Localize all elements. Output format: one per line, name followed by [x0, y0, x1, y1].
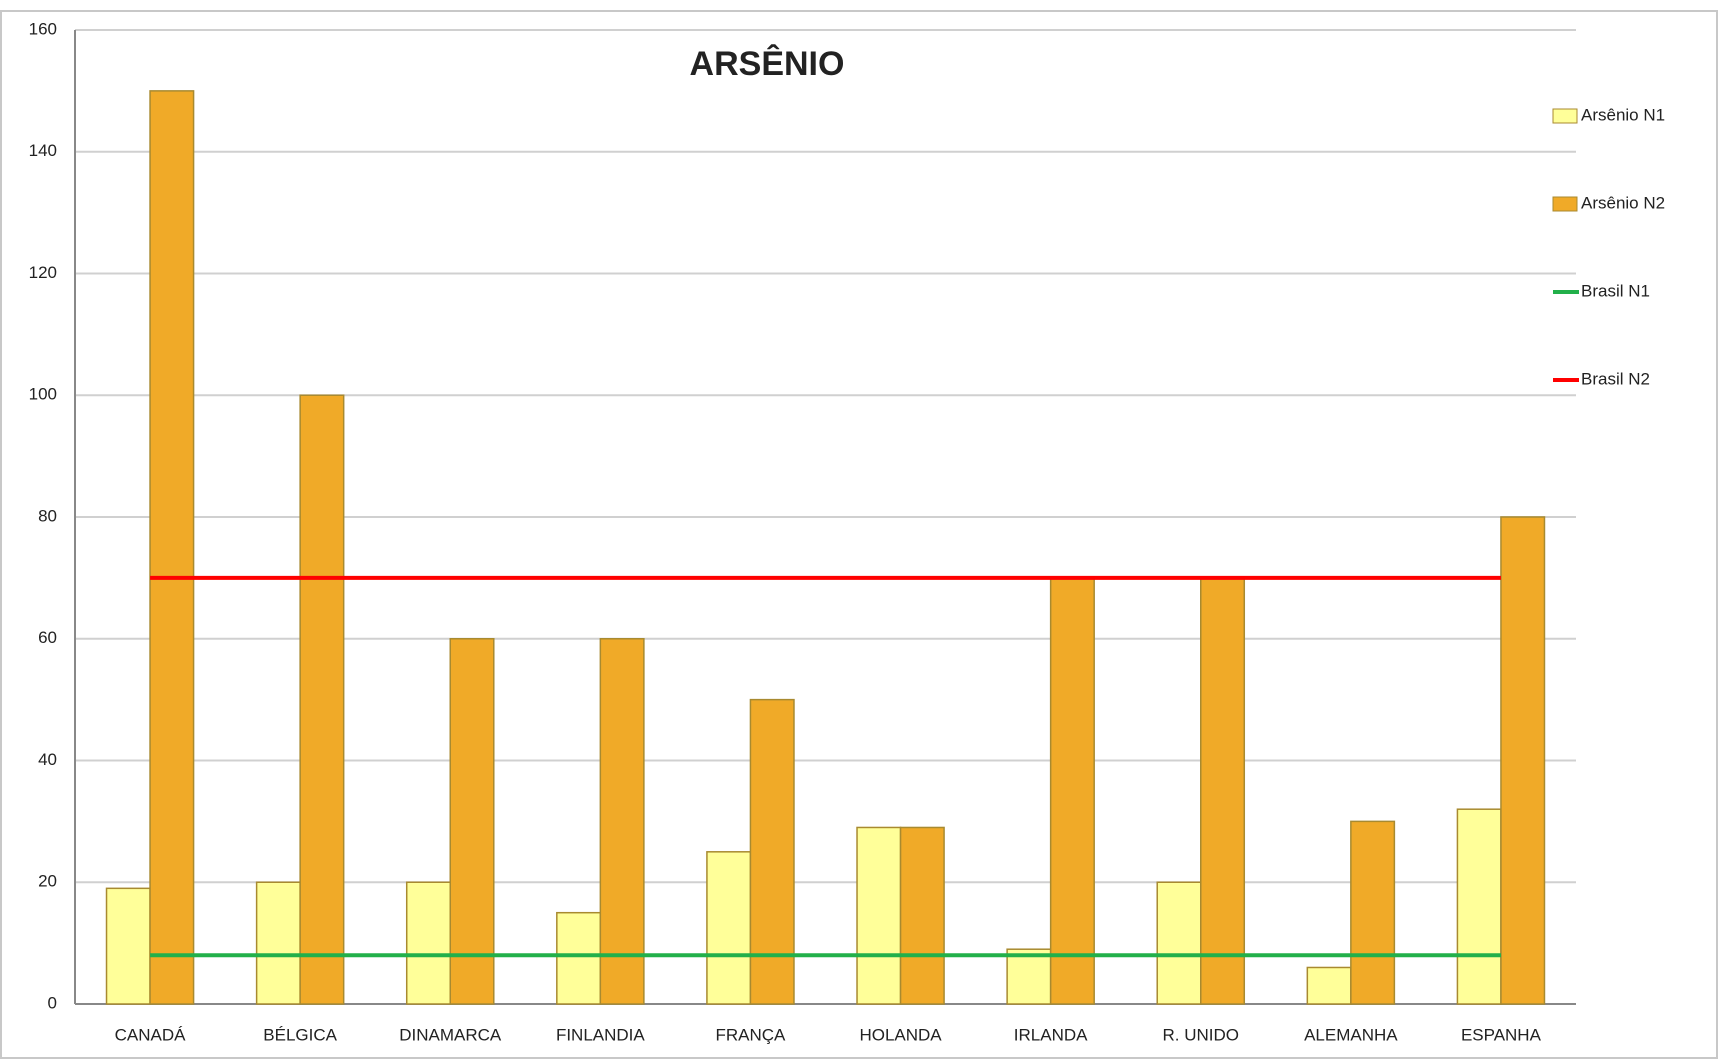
chart-title: ARSÊNIO [690, 45, 845, 83]
bar [599, 638, 645, 1005]
bar [749, 698, 795, 1005]
bar [1156, 881, 1202, 1005]
bar [1049, 577, 1095, 1005]
y-tick-label: 60 [38, 628, 57, 647]
bar [706, 851, 752, 1005]
legend-swatch [1552, 108, 1578, 124]
bar [149, 90, 195, 1005]
x-tick-label: FRANÇA [715, 1025, 786, 1044]
legend-label: Brasil N1 [1581, 281, 1650, 300]
bar [899, 826, 945, 1005]
bar [556, 911, 602, 1005]
legend-label: Arsênio N1 [1581, 105, 1665, 124]
bar [1006, 948, 1052, 1005]
bar [449, 638, 495, 1005]
x-tick-label: ALEMANHA [1304, 1025, 1398, 1044]
bar [255, 881, 301, 1005]
bar [1200, 577, 1246, 1005]
y-tick-label: 140 [29, 141, 57, 160]
legend-swatch [1552, 196, 1578, 212]
bar [1350, 820, 1396, 1005]
bar [405, 881, 452, 1005]
y-tick-label: 160 [29, 19, 57, 38]
y-tick-label: 0 [48, 993, 57, 1012]
bar [299, 394, 345, 1005]
bar [856, 826, 902, 1005]
chart-border [0, 10, 1718, 1059]
legend-label: Brasil N2 [1581, 369, 1650, 388]
y-tick-label: 100 [29, 385, 57, 404]
x-tick-label: FINLANDIA [556, 1025, 645, 1044]
bar [1456, 808, 1502, 1005]
bar [1306, 966, 1352, 1005]
y-tick-label: 80 [38, 506, 57, 525]
bar [1500, 516, 1546, 1005]
bar [105, 887, 151, 1005]
x-tick-label: DINAMARCA [399, 1025, 502, 1044]
y-tick-label: 120 [29, 263, 57, 282]
x-tick-label: IRLANDA [1014, 1025, 1088, 1044]
y-tick-label: 20 [38, 872, 57, 891]
x-tick-label: ESPANHA [1461, 1025, 1542, 1044]
x-tick-label: R. UNIDO [1163, 1025, 1240, 1044]
legend-label: Arsênio N2 [1581, 193, 1665, 212]
y-tick-label: 40 [38, 750, 57, 769]
x-tick-label: CANADÁ [115, 1025, 187, 1044]
x-tick-label: BÉLGICA [263, 1025, 337, 1044]
x-tick-label: HOLANDA [859, 1025, 942, 1044]
